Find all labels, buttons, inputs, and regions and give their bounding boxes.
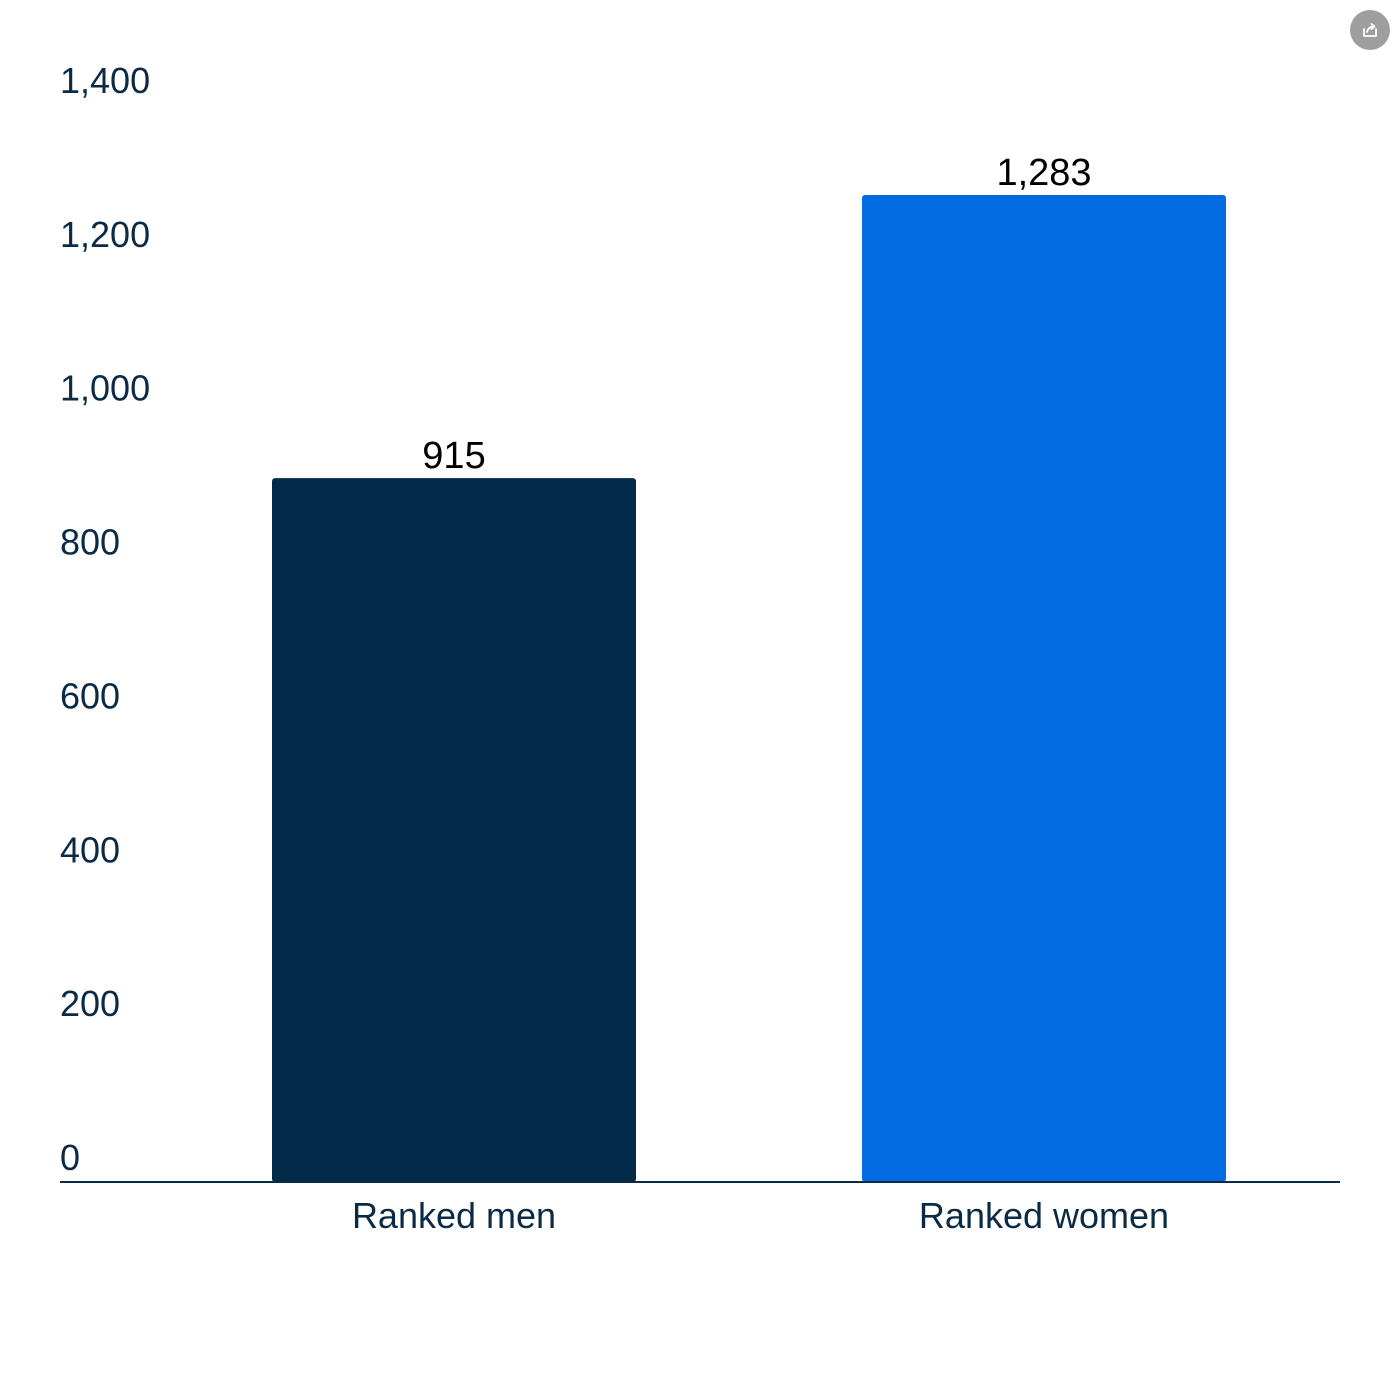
y-tick-label: 1,400	[60, 60, 150, 101]
bar-1	[272, 478, 636, 1182]
y-tick-label: 0	[60, 1137, 80, 1178]
bars	[272, 195, 1226, 1183]
share-button[interactable]	[1350, 10, 1390, 50]
y-tick-label: 800	[60, 522, 120, 563]
y-tick-label: 200	[60, 983, 120, 1024]
y-tick-label: 1,000	[60, 368, 150, 409]
category-labels: Ranked men Ranked women	[352, 1195, 1169, 1236]
x-category-label: Ranked men	[352, 1195, 556, 1236]
y-tick-label: 1,200	[60, 214, 150, 255]
y-axis-ticks: 0 200 400 600 800 1,000 1,200 1,400	[60, 60, 150, 1178]
share-icon	[1363, 23, 1377, 37]
bar-2	[862, 195, 1226, 1183]
bar-value-label: 1,283	[996, 152, 1091, 194]
y-tick-label: 400	[60, 829, 120, 870]
x-category-label: Ranked women	[919, 1195, 1169, 1236]
y-tick-label: 600	[60, 675, 120, 716]
value-labels: 915 1,283	[422, 152, 1091, 477]
bar-value-label: 915	[422, 435, 485, 477]
